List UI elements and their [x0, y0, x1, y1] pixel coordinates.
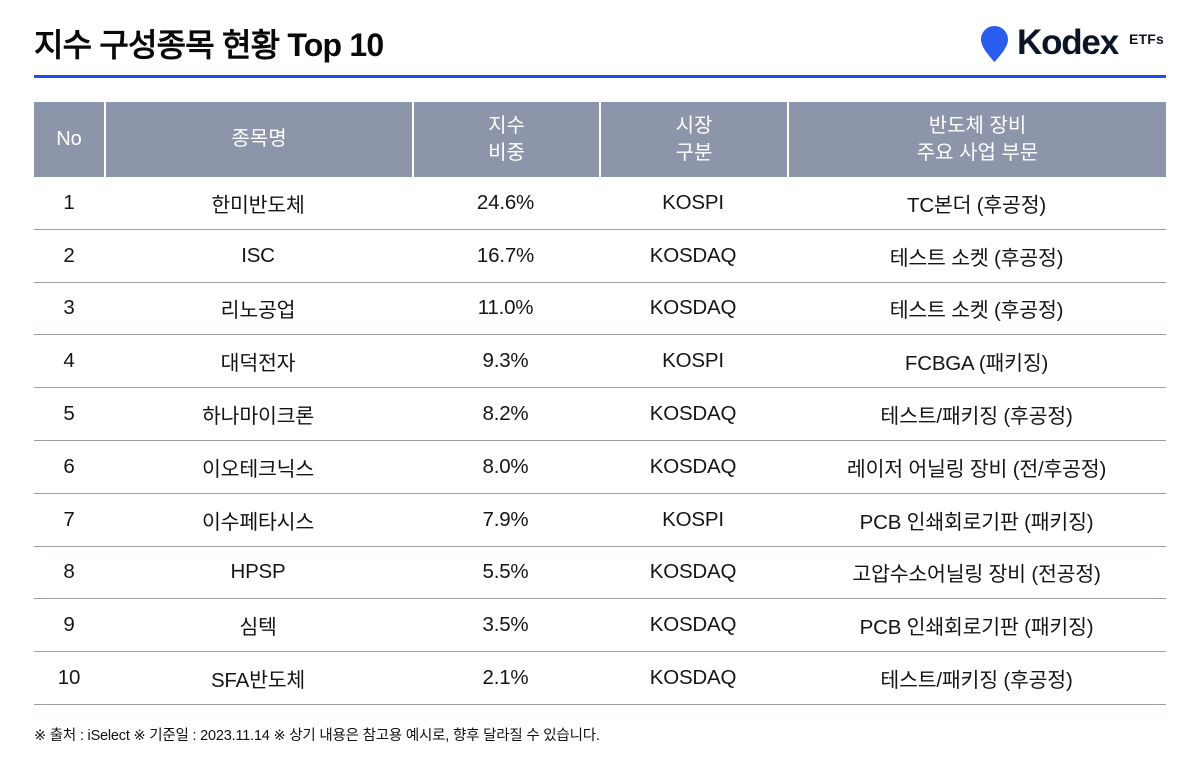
table-row: 6 이오테크닉스 8.0% KOSDAQ 레이저 어닐링 장비 (전/후공정) [34, 441, 1166, 494]
table-body: 1 한미반도체 24.6% KOSPI TC본더 (후공정) 2 ISC 16.7% KOSDA… [34, 177, 1166, 705]
constituents-table: No 종목명 지수 비중 시장 구분 반도체 장비 주요 사업 부문 1 한미반도… [34, 102, 1166, 705]
page-title: 지수 구성종목 현황 Top 10 [34, 27, 384, 63]
table-row: 3 리노공업 11.0% KOSDAQ 테스트 소켓 (후공정) [34, 283, 1166, 336]
cell-name: 이오테크닉스 [202, 457, 314, 481]
brand-wordmark: Kodex [1017, 23, 1119, 62]
cell-weight: 8.2% [482, 402, 529, 426]
cell-weight: 11.0% [477, 296, 534, 320]
cell-no: 8 [63, 560, 75, 584]
cell-no: 7 [63, 507, 75, 531]
cell-name: 리노공업 [220, 299, 296, 323]
cell-weight: 7.9% [482, 507, 529, 531]
cell-weight: 3.5% [482, 613, 529, 637]
cell-business: 테스트 소켓 (후공정) [889, 246, 1064, 270]
cell-weight: 5.5% [482, 560, 529, 584]
cell-no: 9 [63, 613, 75, 637]
cell-business: 테스트/패키징 (후공정) [880, 669, 1073, 693]
column-header-no: No [56, 128, 82, 151]
cell-business: PCB 인쇄회로기판 (패키징) [859, 616, 1094, 640]
cell-market: KOSPI [662, 349, 724, 373]
column-header-name: 종목명 [104, 102, 412, 177]
location-pin-shape [981, 26, 1008, 62]
location-pin-icon [981, 26, 1008, 62]
cell-business: FCBGA (패키징) [904, 352, 1049, 376]
cell-no: 3 [63, 296, 75, 320]
cell-market: KOSDAQ [649, 454, 737, 478]
cell-no: 6 [63, 454, 75, 478]
table-row: 2 ISC 16.7% KOSDAQ 테스트 소켓 (후공정) [34, 230, 1166, 283]
cell-market: KOSDAQ [649, 243, 737, 267]
cell-business: TC본더 (후공정) [907, 193, 1046, 217]
cell-business: 고압수소어닐링 장비 (전공정) [852, 563, 1101, 587]
table-row: 9 심텍 3.5% KOSDAQ PCB 인쇄회로기판 (패키징) [34, 599, 1166, 653]
cell-name: 이수페타시스 [202, 510, 314, 534]
table-row: 8 HPSP 5.5% KOSDAQ 고압수소어닐링 장비 (전공정) [34, 547, 1166, 600]
footnote: ※ 출처 : iSelect ※ 기준일 : 2023.11.14 ※ 상기 내… [34, 727, 600, 744]
kodex-logo: Kodex ETFs [981, 24, 1166, 62]
title-accent-rule [34, 75, 1166, 78]
cell-weight: 9.3% [482, 349, 529, 373]
cell-no: 2 [63, 243, 75, 267]
cell-name: 하나마이크론 [202, 405, 314, 429]
cell-name: 심텍 [239, 616, 277, 640]
cell-weight: 24.6% [476, 190, 535, 214]
cell-no: 5 [63, 402, 75, 426]
top-bar: 지수 구성종목 현황 Top 10 Kodex ETFs [34, 0, 1166, 66]
cell-no: 10 [57, 666, 81, 690]
cell-name: SFA반도체 [210, 669, 306, 693]
cell-name: HPSP [230, 560, 286, 584]
table-row: 10 SFA반도체 2.1% KOSDAQ 테스트/패키징 (후공정) [34, 652, 1166, 705]
cell-weight: 2.1% [482, 666, 529, 690]
cell-weight: 8.0% [482, 454, 529, 478]
table-row: 4 대덕전자 9.3% KOSPI FCBGA (패키징) [34, 335, 1166, 389]
brand-suffix: ETFs [1128, 31, 1164, 47]
cell-name: 한미반도체 [211, 193, 305, 217]
table-row: 7 이수페타시스 7.9% KOSPI PCB 인쇄회로기판 (패키징) [34, 494, 1166, 547]
cell-weight: 16.7% [476, 243, 535, 267]
table-row: 1 한미반도체 24.6% KOSPI TC본더 (후공정) [34, 177, 1166, 230]
cell-business: PCB 인쇄회로기판 (패키징) [859, 510, 1094, 534]
cell-market: KOSPI [662, 190, 724, 214]
cell-no: 1 [63, 190, 75, 214]
cell-market: KOSDAQ [649, 560, 737, 584]
table-row: 5 하나마이크론 8.2% KOSDAQ 테스트/패키징 (후공정) [34, 388, 1166, 441]
cell-market: KOSDAQ [649, 402, 737, 426]
column-header-weight: 지수 비중 [412, 102, 599, 177]
cell-market: KOSPI [662, 507, 724, 531]
page: 지수 구성종목 현황 Top 10 Kodex ETFs No 종목명 지수 비… [34, 0, 1166, 744]
cell-market: KOSDAQ [649, 666, 737, 690]
cell-business: 테스트 소켓 (후공정) [889, 299, 1064, 323]
cell-market: KOSDAQ [649, 296, 737, 320]
table-header-row: No 종목명 지수 비중 시장 구분 반도체 장비 주요 사업 부문 [34, 102, 1166, 177]
cell-name: ISC [241, 243, 275, 267]
column-header-market: 시장 구분 [599, 102, 787, 177]
cell-market: KOSDAQ [649, 613, 737, 637]
column-header-business: 반도체 장비 주요 사업 부문 [787, 102, 1166, 177]
cell-no: 4 [63, 349, 75, 373]
cell-business: 레이저 어닐링 장비 (전/후공정) [846, 457, 1107, 481]
cell-business: 테스트/패키징 (후공정) [880, 405, 1073, 429]
cell-name: 대덕전자 [220, 352, 296, 376]
